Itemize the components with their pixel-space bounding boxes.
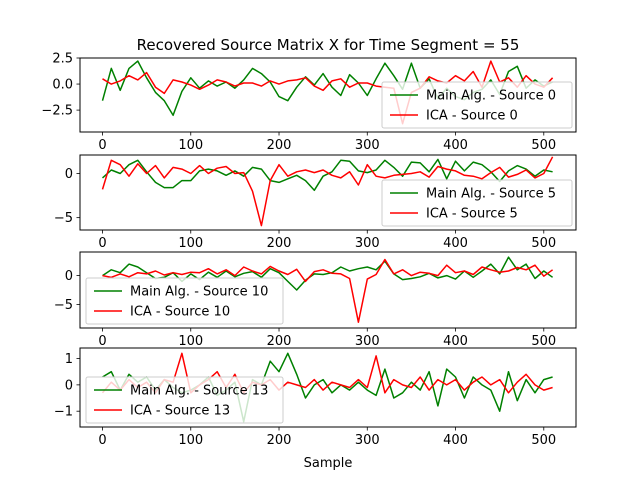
series-line-2-1 [101,158,553,192]
legend-label: ICA - Source 5 [426,207,518,222]
legend-1: Main Alg. - Source 0 ICA - Source 0 [381,81,573,129]
axes-frame [79,347,577,428]
x-tick-label: 500 [531,138,556,153]
x-tick-label: 200 [267,236,292,251]
subplot-3: 0 −5 0 100 200 300 400 500 Main Alg. - Source 10… [54,251,577,349]
x-tick-label: 400 [443,138,468,153]
x-tick-label: 500 [531,433,556,448]
x-tick-label: 400 [443,236,468,251]
y-tick-label: 0 [65,167,73,182]
legend-label: ICA - Source 10 [130,305,230,320]
x-tick-label: 0 [98,334,106,349]
series-line-3-1 [102,256,554,291]
y-tick-label: 2.5 [52,52,73,67]
legend-label: ICA - Source 13 [130,404,230,419]
legend-label: Main Alg. - Source 10 [130,285,268,300]
y-tick-label: −5 [54,298,73,313]
x-tick-label: 100 [178,334,203,349]
y-tick-label: 0.0 [52,78,73,93]
legend-label: Main Alg. - Source 0 [426,89,556,104]
y-tick-label: −2.5 [41,104,73,119]
x-tick-label: 300 [355,236,380,251]
series-line-3-2 [102,258,554,323]
subplot-1: 2.5 0.0 −2.5 0 100 200 300 400 500 Main Alg. - So… [41,52,577,153]
y-tick-label: 1 [65,352,73,367]
x-tick-label: 100 [178,236,203,251]
series-line-4-2 [101,352,553,394]
y-tick-label: −1 [54,405,73,420]
x-tick-label: 300 [355,433,380,448]
legend-3: Main Alg. - Source 10 ICA - Source 10 [85,277,284,325]
y-tick-label: 0 [65,269,73,284]
legend-label: Main Alg. - Source 13 [130,384,268,399]
x-tick-label: 300 [355,334,380,349]
axes-frame [79,251,577,329]
x-tick-label: 400 [443,433,468,448]
x-axis-label: Sample [304,456,353,471]
x-tick-label: 0 [98,236,106,251]
x-tick-label: 500 [531,236,556,251]
chart-title: Recovered Source Matrix X for Time Segme… [137,36,520,54]
legend-box [85,376,284,424]
x-tick-label: 200 [267,433,292,448]
axes-frame [79,57,577,133]
x-tick-label: 0 [98,138,106,153]
y-tick-label: −5 [54,211,73,226]
legend-label: Main Alg. - Source 5 [426,187,556,202]
y-tick-label: 0 [65,378,73,393]
subplot-4: 1 0 −1 0 100 200 300 400 500 Main Alg. - Source 1… [54,347,577,448]
subplot-2: 0 −5 0 100 200 300 400 500 Main Alg. - Source 5 I… [54,154,577,251]
legend-4: Main Alg. - Source 13 ICA - Source 13 [85,376,284,424]
x-tick-label: 100 [178,433,203,448]
x-tick-label: 500 [531,334,556,349]
series-line-1-2 [102,60,554,125]
series-line-2-2 [101,156,554,227]
x-tick-label: 200 [267,334,292,349]
legend-box [381,179,573,227]
axes-frame [79,154,577,231]
x-tick-label: 200 [267,138,292,153]
x-tick-label: 0 [98,433,106,448]
x-tick-label: 100 [178,138,203,153]
legend-2: Main Alg. - Source 5 ICA - Source 5 [381,179,573,227]
legend-label: ICA - Source 0 [426,109,518,124]
legend-box [85,277,284,325]
x-tick-label: 400 [443,334,468,349]
legend-box [381,81,573,129]
x-tick-label: 300 [355,138,380,153]
